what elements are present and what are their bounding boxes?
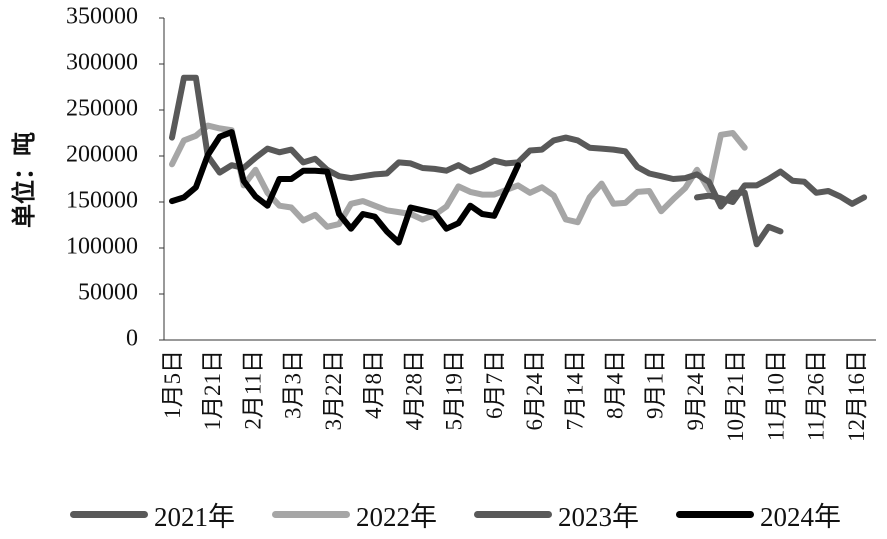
x-tick-label: 9月24日 <box>683 350 708 431</box>
legend: 2021年 2022年 2023年 2024年 <box>0 492 887 536</box>
y-tick-label: 100000 <box>66 234 138 260</box>
x-tick-label: 11月26日 <box>804 350 829 441</box>
x-tick-label: 3月22日 <box>321 350 346 431</box>
legend-item: 2024年 <box>676 492 841 536</box>
legend-item: 2023年 <box>474 492 639 536</box>
x-tick-label: 12月16日 <box>844 350 869 442</box>
legend-label: 2024年 <box>760 501 841 532</box>
y-tick-label: 250000 <box>66 96 138 122</box>
x-tick-label: 4月8日 <box>361 350 386 419</box>
legend-item: 2021年 <box>70 492 235 536</box>
series-line-2023年 <box>169 74 784 248</box>
y-tick-label: 200000 <box>66 142 138 168</box>
y-axis-label: 单位：吨 <box>10 132 38 228</box>
x-tick-label: 2月11日 <box>240 350 265 430</box>
series-lines <box>169 74 868 248</box>
legend-label: 2023年 <box>558 501 639 532</box>
axes <box>159 17 876 341</box>
x-tick-label: 4月28日 <box>401 350 426 431</box>
x-tick-label: 6月7日 <box>482 350 507 419</box>
legend-swatch <box>676 510 754 518</box>
x-tick-label: 1月5日 <box>160 350 185 419</box>
x-tick-labels: 1月5日 1月21日 2月11日 3月3日 3月22日 4月8日 4月28日 5月19日 6月7… <box>160 350 869 442</box>
x-tick-label: 1月21日 <box>200 350 225 431</box>
series-line-2022年 <box>169 122 748 230</box>
x-tick-label: 6月24日 <box>522 350 547 431</box>
series-line-2024年 <box>169 129 521 246</box>
legend-label: 2022年 <box>356 501 437 532</box>
legend-swatch <box>272 510 350 518</box>
y-tick-labels: 350000 300000 250000 200000 150000 100000 5000… <box>66 4 138 352</box>
y-tick-label: 350000 <box>66 4 138 30</box>
x-tick-label: 9月1日 <box>643 350 668 419</box>
y-tick-label: 150000 <box>66 188 138 214</box>
x-tick-label: 5月19日 <box>442 350 467 431</box>
x-tick-label: 3月3日 <box>281 350 306 419</box>
legend-swatch <box>70 510 148 518</box>
legend-swatch <box>474 510 552 518</box>
x-tick-label: 7月14日 <box>562 350 587 431</box>
y-tick-label: 50000 <box>78 280 138 306</box>
series-line-2021年 <box>694 168 868 207</box>
legend-item: 2022年 <box>272 492 437 536</box>
x-tick-label: 11月10日 <box>763 350 788 441</box>
y-tick-label: 300000 <box>66 50 138 76</box>
legend-label: 2021年 <box>154 501 235 532</box>
y-tick-label: 0 <box>126 326 138 352</box>
x-tick-label: 10月21日 <box>723 350 748 442</box>
x-tick-label: 8月4日 <box>603 350 628 419</box>
